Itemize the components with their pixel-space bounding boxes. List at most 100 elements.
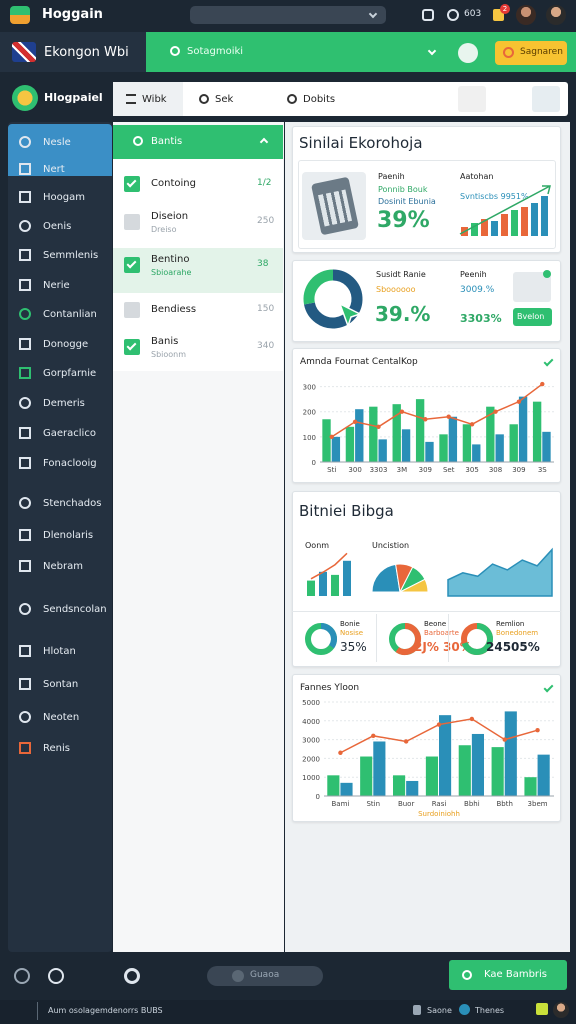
trend-bar <box>511 210 518 236</box>
nav-item[interactable]: Hlotan <box>43 646 76 657</box>
donut-segment <box>320 623 337 649</box>
nav-item[interactable]: Stenchados <box>43 498 102 509</box>
toolbar-button[interactable] <box>532 86 560 112</box>
nav-item[interactable]: Sendsncolan <box>43 604 107 615</box>
settings-icon[interactable] <box>458 43 478 63</box>
toolbar-button[interactable] <box>458 86 486 112</box>
icon-button[interactable] <box>422 9 434 21</box>
donut-segment <box>303 269 334 305</box>
stat-value: 35% <box>340 640 367 654</box>
toolbar-tab[interactable]: Dobits <box>303 94 336 105</box>
bottom-icon[interactable] <box>124 968 140 984</box>
bar <box>486 406 495 462</box>
footer-item[interactable]: Thenes <box>475 1006 505 1015</box>
stat-label: Remlion <box>496 620 525 628</box>
footer <box>0 1000 576 1024</box>
avatar[interactable] <box>516 5 536 25</box>
checkbox[interactable] <box>124 257 140 273</box>
bottom-search-text[interactable]: Guaoa <box>250 970 280 980</box>
x-tick-label: Bbhi <box>464 800 480 808</box>
bottom-icon[interactable] <box>14 968 30 984</box>
bottom-icon[interactable] <box>48 968 64 984</box>
x-tick-label: 3M <box>397 466 408 474</box>
y-tick-label: 3000 <box>302 737 320 745</box>
bar <box>491 747 504 796</box>
line-point <box>436 722 442 727</box>
workspace-logo <box>12 85 38 111</box>
nav-item[interactable]: Oenis <box>43 221 72 232</box>
nav-item[interactable]: Contanlian <box>43 309 97 320</box>
nav-item[interactable]: Gaeraclico <box>43 428 96 439</box>
x-tick-label: Buor <box>398 800 415 808</box>
task-label: Bendiess <box>151 304 197 315</box>
progress-button[interactable] <box>513 308 552 326</box>
avatar[interactable] <box>546 5 566 25</box>
nav-item[interactable]: Semmlenis <box>43 250 99 261</box>
footer-item[interactable]: Saone <box>427 1006 452 1015</box>
icon-button[interactable] <box>447 9 459 21</box>
nav-item[interactable]: Nerie <box>43 280 70 291</box>
y-tick-label: 0 <box>312 459 316 467</box>
nav-item[interactable]: Nert <box>43 164 65 175</box>
stat-donut <box>305 623 337 655</box>
line-point <box>329 434 334 440</box>
task-search-icon <box>133 136 143 146</box>
nav-item[interactable]: Renis <box>43 743 70 754</box>
nav-item[interactable]: Gorpfarnie <box>43 368 97 379</box>
notification-icon[interactable] <box>493 9 504 21</box>
checkbox[interactable] <box>124 302 140 318</box>
bar <box>537 754 550 796</box>
trend-bar <box>471 223 478 236</box>
task-value: 38 <box>257 259 269 269</box>
brand-name: Ekongon Wbi <box>44 45 129 60</box>
card-title: Bitniei Bibga <box>299 502 394 520</box>
bar <box>471 733 484 796</box>
footer-avatar[interactable] <box>553 1002 569 1018</box>
nav-item[interactable]: Demeris <box>43 398 85 409</box>
progress-line: 3009.% <box>460 285 495 295</box>
nav-item[interactable]: Nebram <box>43 561 83 572</box>
toolbar-button[interactable] <box>500 86 528 112</box>
nav-item[interactable]: Fonaclooig <box>43 458 97 469</box>
toolbar-tab[interactable]: Sek <box>215 94 234 105</box>
pie-slice <box>399 578 429 593</box>
x-tick-label: 308 <box>489 466 502 474</box>
task-label: Bentino <box>151 254 190 265</box>
top-search[interactable] <box>190 6 386 24</box>
line-point <box>399 409 405 414</box>
bar <box>425 441 434 462</box>
footer-divider <box>37 1002 38 1020</box>
summary-line: Dosinit Ebunia <box>378 197 436 206</box>
summary-value: 39% <box>377 208 430 233</box>
nav-item[interactable]: Sontan <box>43 679 79 690</box>
nav-item[interactable]: Nesle <box>43 137 71 148</box>
nav-item[interactable]: Hoogam <box>43 192 85 203</box>
y-tick-label: 1000 <box>302 774 320 782</box>
y-tick-label: 100 <box>303 434 316 442</box>
header-search[interactable]: Sotagmoiki <box>187 46 244 57</box>
mini-pie-chart <box>371 563 429 594</box>
y-tick-label: 2000 <box>302 755 320 763</box>
progress-button-label[interactable]: Bvelon <box>517 312 545 321</box>
bar <box>322 419 331 462</box>
nav-item[interactable]: Donogge <box>43 339 89 350</box>
bar <box>378 439 387 462</box>
checkbox[interactable] <box>124 214 140 230</box>
task-sub: Dreiso <box>151 225 177 234</box>
checkbox[interactable] <box>124 176 140 192</box>
toolbar-tab[interactable]: Wibk <box>142 94 167 105</box>
nav-item[interactable]: Neoten <box>43 712 80 723</box>
checkbox[interactable] <box>124 339 140 355</box>
line-point <box>502 737 507 742</box>
line-point <box>469 716 475 722</box>
chart-title: Fannes Yloon <box>300 683 360 693</box>
nav-icon <box>19 279 31 291</box>
line-point <box>403 739 409 744</box>
nav-item[interactable]: Dlenolaris <box>43 530 94 541</box>
nav-icon <box>19 308 31 320</box>
line-point <box>493 409 498 414</box>
app-logo <box>10 6 30 24</box>
bottom-action-label[interactable]: Kae Bambris <box>484 969 548 980</box>
x-tick-label: Sti <box>327 466 336 474</box>
x-tick-label: Set <box>443 466 455 474</box>
